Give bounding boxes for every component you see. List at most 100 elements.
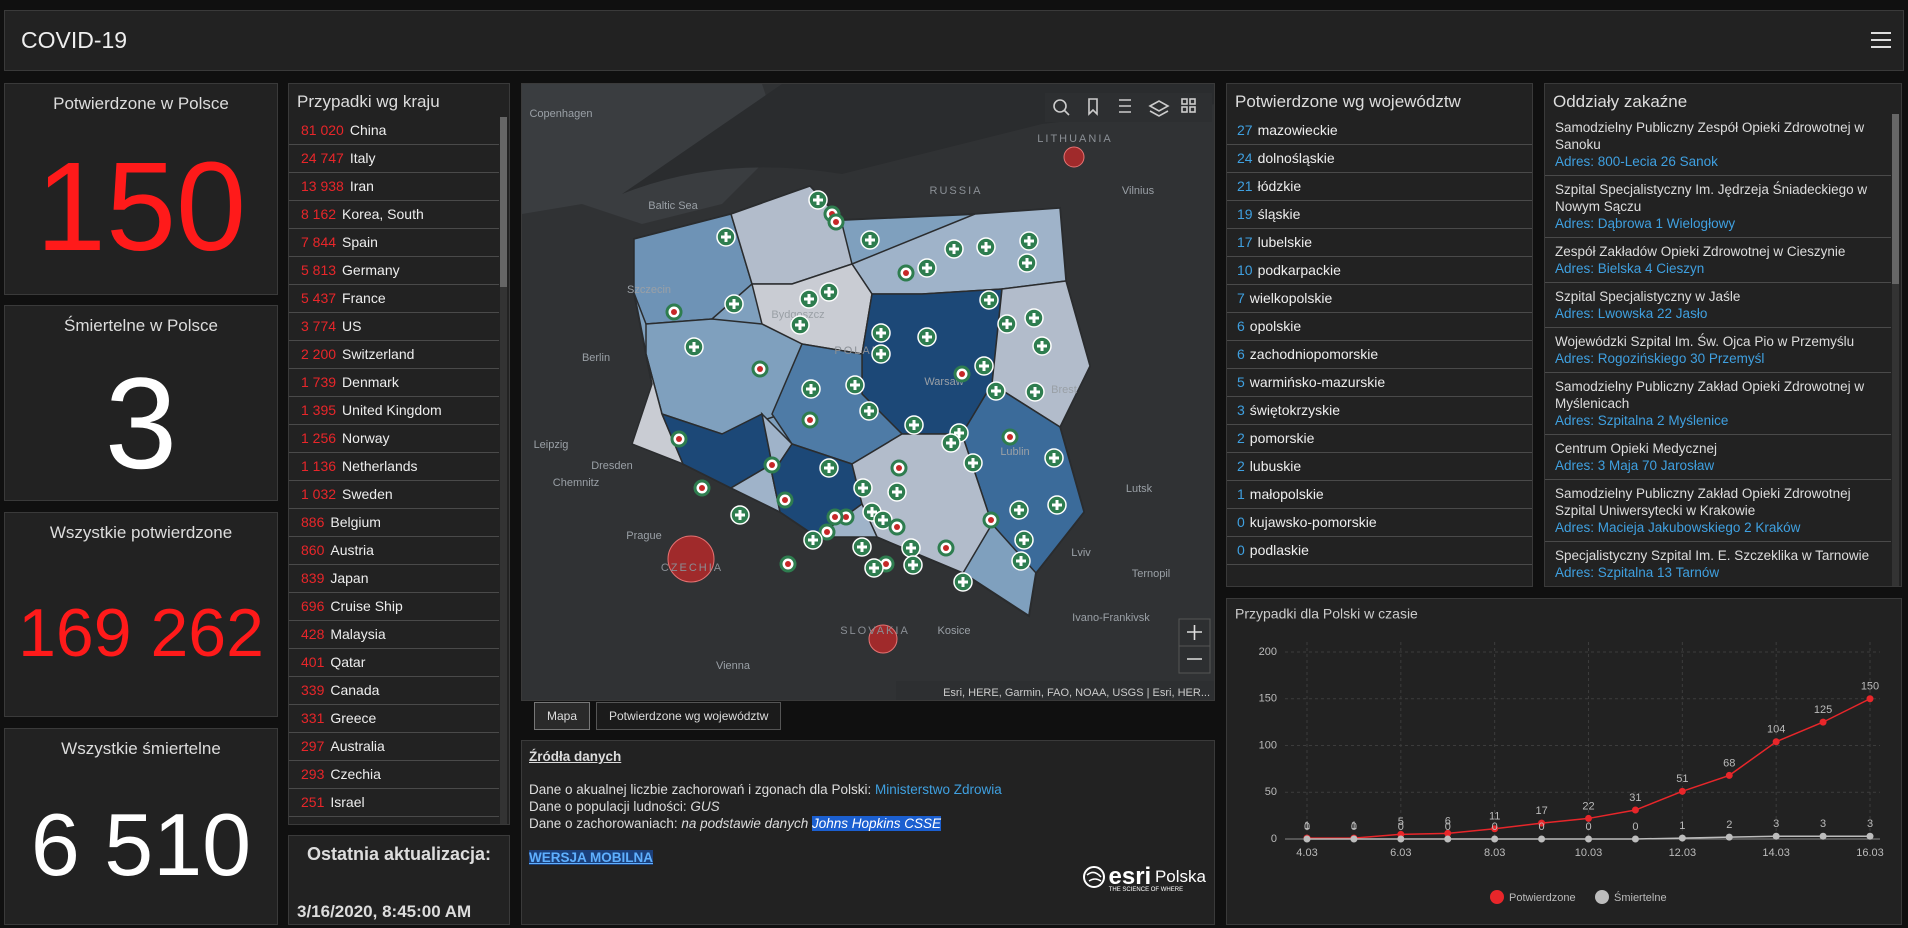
data-label: 51	[1676, 773, 1688, 785]
source-text: Dane o akualnej liczbie zachorowań i zgo…	[529, 782, 871, 797]
map-marker-dot	[676, 436, 682, 442]
voivodeship-name: świętokrzyskie	[1250, 402, 1340, 418]
map-marker-dot	[807, 417, 813, 423]
source-highlight[interactable]: Johns Hopkins CSSE	[812, 816, 941, 831]
map-label: Dresden	[591, 460, 633, 472]
data-point	[1773, 738, 1780, 745]
country-count: 331	[301, 710, 324, 726]
country-row: 886Belgium	[289, 509, 499, 537]
country-row: 696Cruise Ship	[289, 593, 499, 621]
country-list: 81 020China24 747Italy13 938Iran8 162Kor…	[289, 117, 499, 824]
map-marker-dot	[1007, 434, 1013, 440]
voivodeship-row: 3świętokrzyskie	[1227, 397, 1532, 425]
source-em: na podstawie danych	[681, 816, 808, 831]
voivodeships-panel: Potwierdzone wg województw 2 7 mazowieckie…	[1226, 83, 1533, 587]
scrollbar[interactable]	[500, 117, 507, 824]
country-name: Cruise Ship	[330, 598, 402, 614]
data-label: 0	[1539, 821, 1545, 833]
map-marker-dot	[699, 485, 705, 491]
country-row: 860Austria	[289, 537, 499, 565]
update-label: Ostatnia aktualizacja:	[289, 844, 509, 865]
source-text: Dane o populacji ludności:	[529, 799, 687, 814]
data-point	[1679, 835, 1686, 842]
country-row: 839Japan	[289, 565, 499, 593]
country-name: Netherlands	[342, 458, 418, 474]
hospitals-panel: Oddziały zakaźne Samodzielny Publiczny Z…	[1544, 83, 1902, 587]
hospital-row: Samodzielny Publiczny Zakład Opieki Zdro…	[1545, 480, 1891, 542]
map-marker-dot	[843, 514, 849, 520]
voivodeship-name: śląskie	[1258, 206, 1301, 222]
country-row: 428Malaysia	[289, 621, 499, 649]
voivodeship-row: 6zachodniopomorskie	[1227, 341, 1532, 369]
hospital-address: Adres: Szpitalna 2 Myślenice	[1555, 412, 1881, 429]
voivodeship-row: 0podlaskie	[1227, 537, 1532, 565]
stat-label: Wszystkie śmiertelne	[5, 739, 277, 759]
source-link[interactable]: Ministerstwo Zdrowia	[875, 782, 1002, 797]
tab[interactable]: Mapa	[534, 702, 590, 730]
voivodeship-count: 7	[1237, 290, 1245, 306]
country-row: 7 844Spain	[289, 229, 499, 257]
country-row: 2 200Switzerland	[289, 341, 499, 369]
country-name: Germany	[342, 262, 400, 278]
scrollbar[interactable]	[1892, 114, 1899, 586]
country-name: Denmark	[342, 374, 399, 390]
stat-card: Potwierdzone w Polsce 150	[4, 83, 278, 295]
x-tick-label: 10.03	[1575, 847, 1603, 859]
map-marker-dot	[883, 561, 889, 567]
map[interactable]: CopenhagenBaltic SeaLITHUANIARUSSIAVilni…	[521, 83, 1215, 701]
hospital-address: Adres: 3 Maja 70 Jarosław	[1555, 457, 1881, 474]
map-marker-dot	[896, 465, 902, 471]
map-attribution: Esri, HERE, Garmin, FAO, NOAA, USGS | Es…	[943, 687, 1210, 699]
data-label: 0	[1492, 821, 1498, 833]
voivodeship-count: 17	[1237, 234, 1253, 250]
country-count: 24 747	[301, 150, 344, 166]
data-point	[1820, 833, 1827, 840]
map-marker-dot	[988, 517, 994, 523]
sources-title: Źródła danych	[529, 749, 621, 764]
hospital-name: Samodzielny Publiczny Zakład Opieki Zdro…	[1555, 378, 1881, 412]
menu-button[interactable]	[1871, 31, 1891, 49]
y-tick-label: 200	[1259, 646, 1277, 658]
country-row: 331Greece	[289, 705, 499, 733]
data-point	[1538, 836, 1545, 843]
map-marker-dot	[903, 270, 909, 276]
map-label: Chemnitz	[553, 477, 599, 489]
voivodeship-count: 2	[1237, 458, 1245, 474]
voivodeship-name: mazowieckie	[1258, 122, 1338, 138]
map-canvas[interactable]: CopenhagenBaltic SeaLITHUANIARUSSIAVilni…	[522, 84, 1215, 701]
header: COVID-19	[4, 10, 1904, 71]
country-name: Qatar	[330, 654, 365, 670]
country-count: 5 813	[301, 262, 336, 278]
voivodeship-count: 21	[1237, 178, 1253, 194]
country-name: Sweden	[342, 486, 393, 502]
voivodeship-name: wielkopolskie	[1250, 290, 1332, 306]
country-count: 2 200	[301, 346, 336, 362]
voivodeship-row: 0kujawsko-pomorskie	[1227, 509, 1532, 537]
data-point	[1632, 807, 1639, 814]
panel-title: Potwierdzone wg województw	[1235, 92, 1461, 112]
map-label: Copenhagen	[529, 108, 592, 120]
map-marker-dot	[757, 366, 763, 372]
y-tick-label: 50	[1265, 786, 1277, 798]
mobile-link[interactable]: WERSJA MOBILNA	[529, 850, 653, 865]
country-row: 13 938Iran	[289, 173, 499, 201]
stat-label: Wszystkie potwierdzone	[5, 523, 277, 543]
data-point	[1397, 836, 1404, 843]
stat-label: Potwierdzone w Polsce	[5, 94, 277, 114]
voivodeship-count: 0	[1237, 514, 1245, 530]
data-label: 0	[1445, 821, 1451, 833]
country-count: 428	[301, 626, 324, 642]
map-label: Lublin	[1000, 446, 1029, 458]
hospital-address: Adres: Dąbrowa 1 Wielogłowy	[1555, 215, 1881, 232]
esri-tagline: THE SCIENCE OF WHERE	[1109, 887, 1206, 893]
country-name: Korea, South	[342, 206, 424, 222]
tab[interactable]: Potwierdzone wg województw	[596, 702, 781, 730]
country-row: 1 395United Kingdom	[289, 397, 499, 425]
voivodeship-name: łódzkie	[1258, 178, 1302, 194]
hospital-address: Adres: Lwowska 22 Jasło	[1555, 305, 1881, 322]
country-count: 81 020	[301, 122, 344, 138]
map-label: Kosice	[937, 625, 970, 637]
hospital-row: Samodzielny Publiczny Zespół Opieki Zdro…	[1545, 114, 1891, 176]
y-tick-label: 150	[1259, 693, 1277, 705]
